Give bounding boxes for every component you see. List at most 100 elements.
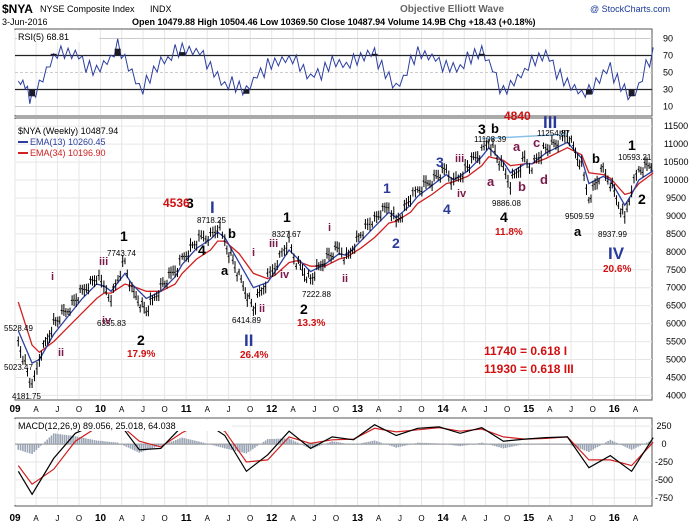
symbol-label: $NYA bbox=[2, 2, 33, 16]
x-tick-label: 13 bbox=[352, 513, 364, 524]
stockcharts-credit: @ StockCharts.com bbox=[590, 4, 670, 14]
x-tick-label: O bbox=[76, 514, 82, 523]
price-label-5023: 5023.47 bbox=[4, 363, 33, 372]
wave-iv-2010: iv bbox=[102, 315, 112, 327]
price-label-7223: 7222.88 bbox=[302, 290, 331, 299]
x-tick-label: A bbox=[462, 514, 468, 523]
rsi-oversold-fill bbox=[29, 89, 36, 97]
wave-2-2010: 2 bbox=[137, 332, 145, 348]
wave-4-2014: 4 bbox=[443, 201, 451, 217]
exchange-label: INDX bbox=[150, 4, 172, 14]
wave-d-2015: d bbox=[540, 172, 548, 187]
x-axis-macd: 09 A J O 10 A J O 11 A J O 12 A J O 13 A J O 14 A J O 15 A J O 16 A bbox=[9, 513, 638, 524]
wave-2-2012: 2 bbox=[300, 301, 308, 317]
price-label-11255: 11254.87 bbox=[537, 129, 570, 138]
x-tick-label: 16 bbox=[609, 513, 621, 524]
rsi-line bbox=[17, 38, 654, 104]
index-name: NYSE Composite Index bbox=[40, 4, 135, 14]
wave-1-2013: 1 bbox=[383, 180, 391, 196]
macd-tick-label: -750 bbox=[655, 493, 673, 503]
x-tick-label: 15 bbox=[523, 404, 535, 415]
pct-11-8: 11.8% bbox=[495, 227, 523, 238]
macd-tick-label: -500 bbox=[655, 475, 673, 485]
wave-b-2015b: b bbox=[592, 151, 600, 166]
wave-a-2015: a bbox=[574, 224, 582, 239]
wave-2-2016: 2 bbox=[638, 191, 646, 207]
rsi-overbought-fill bbox=[478, 53, 485, 56]
price-series-label: $NYA (Weekly) 10487.94 bbox=[18, 126, 118, 136]
wave-4-2014: 4 bbox=[500, 209, 508, 225]
price-tick-label: 10500 bbox=[663, 157, 688, 167]
x-tick-label: 13 bbox=[352, 404, 364, 415]
x-tick-label: 16 bbox=[609, 404, 621, 415]
wave-b-2011: b bbox=[228, 226, 236, 241]
x-tick-label: 11 bbox=[181, 404, 192, 415]
price-label-9510: 9509.59 bbox=[565, 212, 594, 221]
ema34-line bbox=[17, 146, 654, 354]
x-tick-label: J bbox=[569, 405, 573, 414]
x-tick-label: 11 bbox=[181, 513, 192, 524]
wave-b-2015: b bbox=[518, 179, 526, 194]
wave-iii-2012: iii bbox=[269, 238, 278, 250]
rsi-label: RSI(5) 68.81 bbox=[18, 32, 69, 42]
x-tick-label: A bbox=[462, 405, 468, 414]
x-tick-label: A bbox=[290, 405, 296, 414]
macd-label: MACD(12,26,9) 89.056, 25.018, 64.038 bbox=[18, 421, 176, 431]
price-tick-label: 4000 bbox=[666, 390, 686, 400]
wave-ii-2011: ii bbox=[259, 303, 265, 315]
rsi-oversold-fill bbox=[243, 89, 250, 94]
x-tick-label: 15 bbox=[523, 513, 535, 524]
price-tick-label: 9000 bbox=[666, 211, 686, 221]
x-tick-label: 10 bbox=[95, 404, 107, 415]
macd-tick-label: 0 bbox=[661, 439, 666, 449]
x-tick-label: A bbox=[33, 405, 39, 414]
price-label-9886: 9886.08 bbox=[492, 199, 521, 208]
price-tick-label: 8000 bbox=[666, 247, 686, 257]
x-tick-label: O bbox=[247, 514, 253, 523]
x-tick-label: O bbox=[504, 405, 510, 414]
x-tick-label: A bbox=[290, 514, 296, 523]
pct-26-4: 26.4% bbox=[240, 350, 268, 361]
x-tick-label: O bbox=[76, 405, 82, 414]
price-tick-label: 7500 bbox=[666, 265, 686, 275]
rsi-content bbox=[17, 38, 654, 104]
x-tick-label: A bbox=[205, 514, 211, 523]
x-tick-label: J bbox=[55, 514, 59, 523]
x-tick-label: O bbox=[504, 514, 510, 523]
pct-13-3: 13.3% bbox=[297, 318, 325, 329]
price-tick-label: 5000 bbox=[666, 355, 686, 365]
price-grid: 11500 11000 10500 10000 9500 9000 8500 8000 7500… bbox=[14, 119, 689, 400]
wave-ii-2013: ii bbox=[342, 273, 348, 285]
x-tick-label: J bbox=[569, 514, 573, 523]
x-tick-label: J bbox=[312, 514, 316, 523]
x-tick-label: 14 bbox=[438, 404, 450, 415]
x-tick-label: O bbox=[418, 514, 424, 523]
x-tick-label: O bbox=[161, 514, 167, 523]
wave-iv-2014: iv bbox=[457, 188, 467, 200]
x-axis-price: 09 A J O 10 A J O 11 A J O 12 A J O 13 A J O 14 A J O 15 A J O 16 A bbox=[9, 404, 638, 415]
chart-date: 3-Jun-2016 bbox=[2, 17, 48, 27]
x-tick-label: O bbox=[161, 405, 167, 414]
price-label-7744: 7743.74 bbox=[107, 249, 136, 258]
watermark: Objective Elliott Wave bbox=[400, 4, 505, 15]
wave-IV: IV bbox=[608, 244, 625, 263]
macd-panel: 250 0 -250 -500 -750 MACD(12,26,9) 89.056, 2… bbox=[14, 417, 673, 507]
price-tick-label: 7000 bbox=[666, 283, 686, 293]
price-tick-label: 9500 bbox=[666, 193, 686, 203]
price-label-6415: 6414.89 bbox=[232, 316, 261, 325]
price-tick-label: 6500 bbox=[666, 301, 686, 311]
x-tick-label: A bbox=[119, 514, 125, 523]
rsi-tick-label: 10 bbox=[663, 102, 673, 112]
fib-line-1: 11740 = 0.618 I bbox=[484, 344, 567, 358]
price-content bbox=[17, 130, 654, 388]
wave-II: II bbox=[244, 331, 253, 350]
x-tick-label: 10 bbox=[95, 513, 107, 524]
price-label-5528: 5528.49 bbox=[4, 324, 33, 333]
wave-iii-2009: iii bbox=[99, 256, 108, 268]
wave-c-2015: c bbox=[533, 135, 540, 150]
x-tick-label: O bbox=[418, 405, 424, 414]
price-label-8328: 8327.67 bbox=[272, 230, 301, 239]
wave-3-2011: 3 bbox=[186, 195, 194, 211]
rsi-panel: 90 70 50 30 10 RSI(5) 68.81 bbox=[14, 28, 673, 117]
x-tick-label: 14 bbox=[438, 513, 450, 524]
